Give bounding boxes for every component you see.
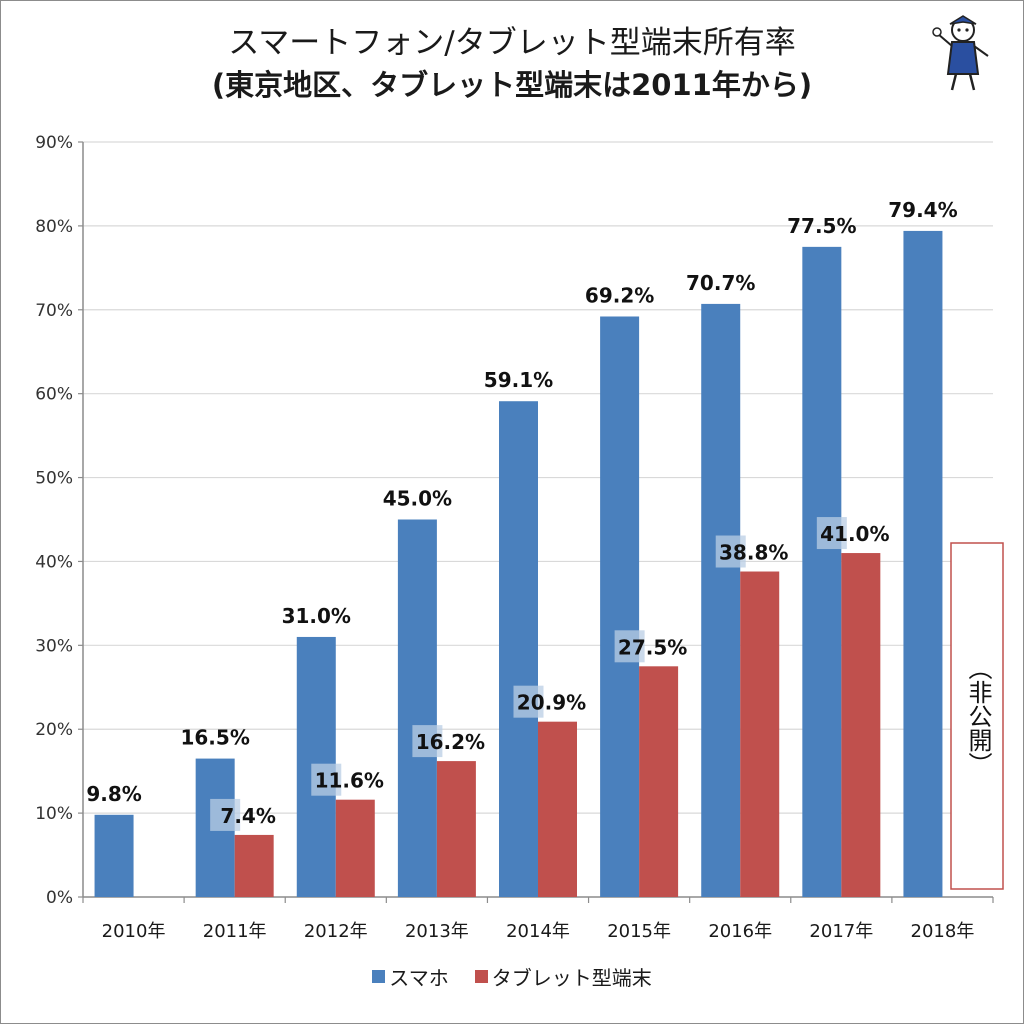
bar-smartphone — [499, 401, 538, 897]
legend-item-tablet: タブレット型端末 — [474, 962, 652, 991]
chart-title-line2: (東京地区、タブレット型端末は2011年から) — [211, 68, 813, 102]
y-tick-label: 0% — [46, 888, 73, 908]
data-label-tablet: 11.6% — [315, 769, 384, 793]
bar-tablet — [538, 721, 577, 897]
legend-item-smartphone: スマホ — [372, 962, 449, 991]
data-label-bg — [412, 725, 443, 758]
x-tick-label: 2017年 — [809, 921, 873, 942]
data-label-smartphone: 31.0% — [282, 604, 351, 628]
bar-tablet — [436, 761, 476, 897]
legend-label-tablet: タブレット型端末 — [491, 966, 652, 990]
x-tick-label: 2013年 — [405, 921, 469, 942]
y-tick-label: 40% — [35, 552, 73, 572]
x-tick-label: 2011年 — [203, 921, 267, 942]
y-tick-label: 60% — [35, 385, 73, 405]
bar-smartphone — [802, 246, 842, 898]
data-label-smartphone: 70.7% — [686, 271, 755, 295]
legend-swatch-tablet — [474, 970, 488, 983]
bar-smartphone — [701, 303, 741, 898]
undisclosed-label: （非公開） — [964, 656, 992, 776]
data-label-smartphone: 9.8% — [86, 782, 141, 806]
bar-smartphone — [94, 814, 134, 897]
bar-tablet — [639, 666, 679, 897]
x-tick-label: 2015年 — [607, 921, 671, 942]
bar-tablet — [740, 571, 780, 897]
x-tick-label: 2014年 — [506, 921, 570, 942]
x-tick-label: 2010年 — [102, 921, 166, 942]
data-label-smartphone: 77.5% — [787, 214, 856, 238]
bar-tablet — [234, 834, 274, 897]
y-tick-label: 70% — [35, 301, 73, 321]
chart-title-line1: スマートフォン/タブレット型端末所有率 — [228, 25, 796, 61]
data-label-smartphone: 69.2% — [585, 283, 654, 307]
undisclosed-box — [950, 542, 1004, 890]
data-label-tablet: 20.9% — [517, 691, 586, 715]
chart-title: スマートフォン/タブレット型端末所有率 (東京地区、タブレット型端末は2011年… — [0, 22, 1024, 106]
x-tick-label: 2016年 — [708, 921, 772, 942]
data-label-bg — [816, 517, 847, 550]
y-tick-label: 90% — [35, 133, 73, 153]
y-tick-label: 80% — [35, 217, 73, 237]
data-label-bg — [513, 685, 544, 718]
data-label-tablet: 27.5% — [618, 635, 687, 659]
data-label-tablet: 7.4% — [220, 804, 275, 828]
data-label-bg — [715, 535, 746, 568]
data-label-bg — [311, 763, 342, 796]
data-label-bg — [614, 630, 645, 663]
y-tick-labels: 0% 10% 20% 30% 40% 50% 60% 70% 80% 90% — [35, 133, 73, 908]
undisclosed-note: （非公開） — [950, 542, 1004, 890]
data-label-smartphone: 79.4% — [888, 198, 957, 222]
x-tick-label: 2012年 — [304, 921, 368, 942]
bar-smartphone — [903, 230, 943, 897]
mascot-logo — [932, 15, 989, 91]
y-tick-label: 30% — [35, 636, 73, 656]
legend-swatch-smartphone — [372, 970, 386, 983]
data-label-bg — [210, 798, 241, 831]
data-label-tablet: 16.2% — [416, 730, 485, 754]
data-label-tablet: 41.0% — [820, 522, 889, 546]
y-tick-label: 10% — [35, 804, 73, 824]
bar-tablet — [335, 799, 375, 897]
bars — [94, 230, 943, 898]
x-tick-labels: 2010年 2011年 2012年 2013年 2014年 2015年 2016年 2017年… — [82, 897, 994, 942]
y-tick-label: 50% — [35, 469, 73, 489]
bar-smartphone — [600, 316, 640, 897]
data-label-smartphone: 45.0% — [383, 487, 452, 511]
legend: スマホ タブレット型端末 — [0, 962, 1024, 991]
bar-smartphone — [397, 519, 437, 897]
y-tick-label: 20% — [35, 720, 73, 740]
x-tick-label: 2018年 — [911, 921, 975, 942]
data-label-smartphone: 59.1% — [484, 368, 553, 392]
legend-label-smartphone: スマホ — [389, 966, 449, 990]
data-label-smartphone: 16.5% — [180, 726, 249, 750]
data-label-tablet: 38.8% — [719, 541, 788, 565]
bar-tablet — [841, 553, 881, 897]
data-labels: 9.8% 16.5% 31.0% 45.0% 59.1% 69.2% 70.7% 77.5% 7… — [86, 198, 958, 831]
